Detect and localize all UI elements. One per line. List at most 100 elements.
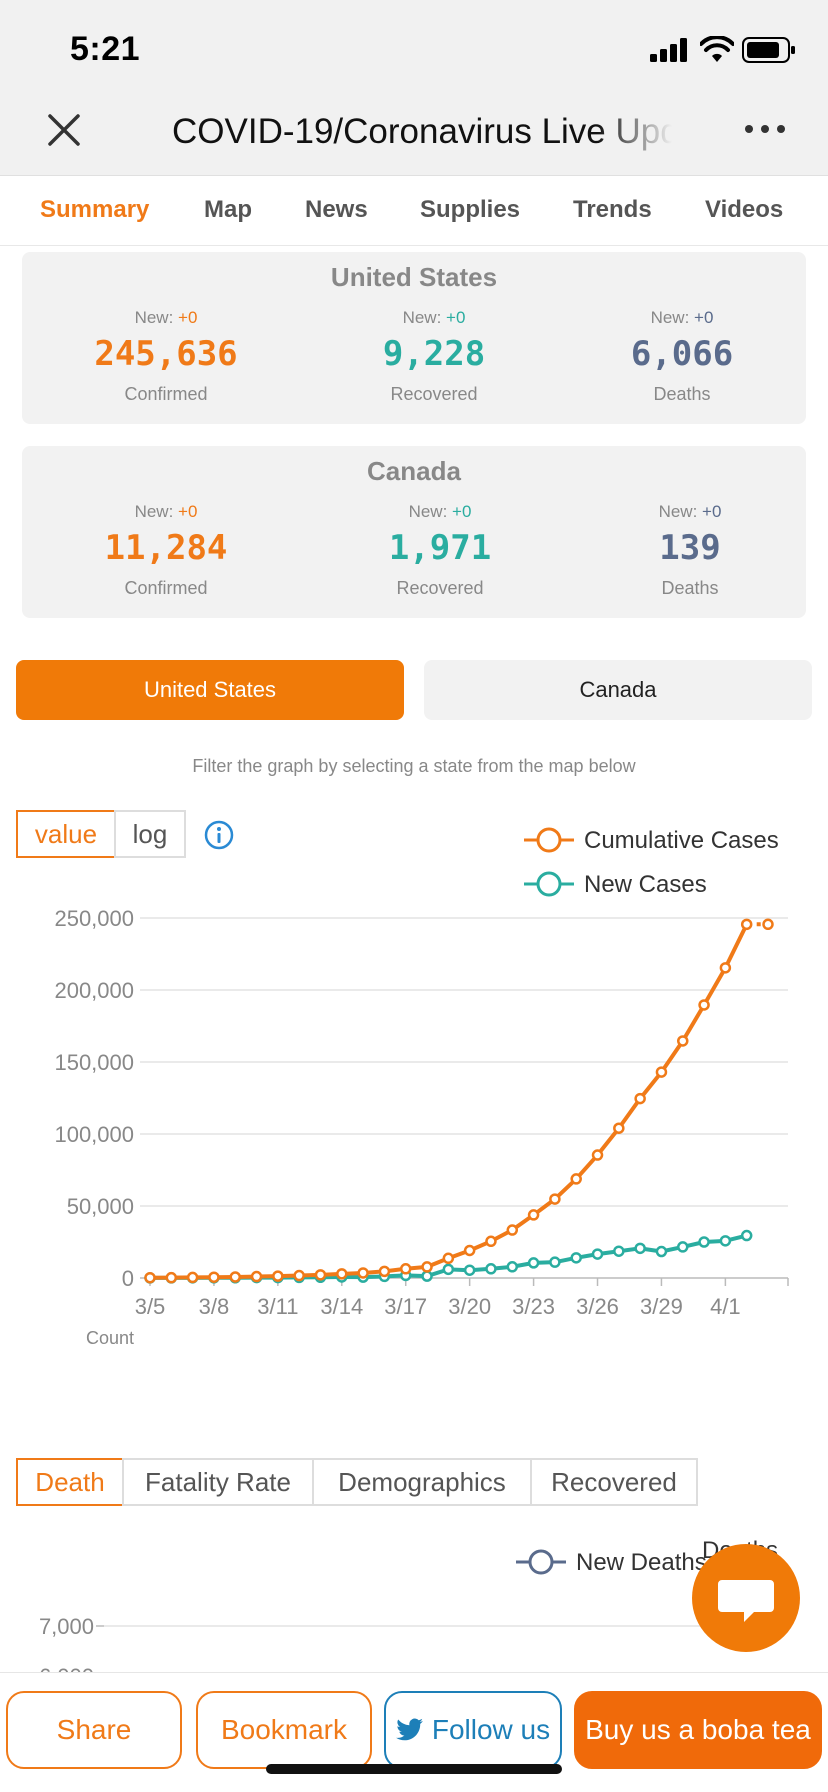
info-icon[interactable] — [204, 820, 234, 850]
filter-hint: Filter the graph by selecting a state fr… — [192, 756, 636, 776]
data-point — [357, 1267, 369, 1279]
follow-us-label: Follow us — [431, 1714, 551, 1745]
tab-map[interactable]: Map — [204, 196, 252, 223]
new-delta: +0 — [694, 308, 714, 327]
new-delta: +0 — [178, 308, 198, 327]
summary-card-us: United States New: +0 245,636 Confirmed … — [22, 252, 806, 424]
new-label: New: — [402, 308, 442, 327]
new-delta: +0 — [178, 502, 198, 521]
data-point — [591, 1149, 604, 1161]
data-point — [762, 918, 774, 931]
chat-icon — [718, 1580, 774, 1622]
data-point — [655, 1066, 668, 1078]
data-point — [570, 1252, 582, 1264]
log-scale-button[interactable]: log — [114, 810, 186, 858]
data-point — [740, 918, 753, 931]
data-point — [570, 1173, 582, 1185]
tab-fatality-rate[interactable]: Fatality Rate — [122, 1458, 314, 1506]
x-tick-label: 3/17 — [384, 1294, 427, 1319]
data-point — [399, 1263, 412, 1275]
stat-label: Confirmed — [124, 384, 208, 404]
x-tick-label: 3/11 — [257, 1294, 298, 1319]
data-point — [698, 999, 710, 1011]
data-point — [613, 1122, 625, 1134]
data-point — [506, 1224, 519, 1236]
data-point — [421, 1270, 433, 1282]
tab-death[interactable]: Death — [16, 1458, 124, 1506]
main-tabs: Summary Map News Supplies Trends Videos — [0, 176, 828, 246]
data-point — [165, 1271, 178, 1284]
close-icon[interactable] — [46, 112, 82, 148]
share-button[interactable]: Share — [6, 1691, 182, 1769]
data-point — [463, 1244, 476, 1257]
data-point — [442, 1263, 455, 1276]
new-label: New: — [134, 502, 174, 521]
data-point — [485, 1263, 497, 1275]
data-point — [634, 1092, 646, 1105]
data-point — [272, 1270, 284, 1282]
wifi-icon — [700, 36, 734, 62]
data-point — [698, 1236, 710, 1248]
page-title: COVID-19/Coronavirus Live Updates — [172, 112, 672, 151]
legend-marker — [536, 827, 562, 853]
data-point — [485, 1235, 497, 1248]
x-tick-label: 3/23 — [512, 1294, 555, 1319]
y-tick-label: 250,000 — [54, 906, 134, 931]
home-indicator — [266, 1764, 562, 1774]
canada-button[interactable]: Canada — [424, 660, 812, 720]
stat-value: 6,066 — [630, 334, 734, 374]
data-point — [527, 1257, 540, 1269]
tab-summary[interactable]: Summary — [40, 196, 150, 223]
x-tick-label: 4/1 — [710, 1294, 741, 1319]
stat-deaths: New: +0 6,066 Deaths — [562, 308, 802, 405]
bottom-action-bar: Share Bookmark Follow us Buy us a boba t… — [0, 1672, 828, 1792]
new-label: New: — [650, 308, 690, 327]
y-tick-label: 0 — [122, 1266, 134, 1291]
data-point — [314, 1269, 327, 1281]
data-point — [442, 1252, 455, 1265]
data-point — [378, 1265, 391, 1278]
data-point — [421, 1261, 433, 1273]
united-states-button[interactable]: United States — [16, 660, 404, 720]
y-axis-unit-label: Count — [86, 1328, 134, 1348]
twitter-icon — [395, 1718, 423, 1741]
status-time: 5:21 — [70, 30, 141, 68]
data-point — [549, 1193, 561, 1205]
app-header: COVID-19/Coronavirus Live Updates — [0, 90, 828, 176]
y-tick-label: 200,000 — [54, 978, 134, 1003]
y-tick-label: 7,000 — [39, 1614, 94, 1639]
tab-supplies[interactable]: Supplies — [420, 196, 521, 223]
stat-recovered: New: +0 9,228 Recovered — [314, 308, 554, 405]
stat-label: Deaths — [653, 384, 711, 404]
chat-button[interactable] — [692, 1544, 800, 1652]
data-point — [740, 1229, 753, 1242]
card-country-name: Canada — [367, 456, 461, 486]
data-point — [591, 1248, 604, 1260]
y-tick-label: 100,000 — [54, 1122, 134, 1147]
tab-recovered[interactable]: Recovered — [530, 1458, 698, 1506]
tab-videos[interactable]: Videos — [705, 196, 784, 223]
new-delta: +0 — [702, 502, 722, 521]
tab-demographics[interactable]: Demographics — [312, 1458, 532, 1506]
data-point — [677, 1035, 689, 1047]
series-line — [149, 923, 749, 1280]
follow-us-button[interactable]: Follow us — [384, 1691, 562, 1769]
x-tick-label: 3/14 — [320, 1294, 363, 1319]
legend-label: New Deaths — [576, 1549, 707, 1576]
stat-label: Deaths — [661, 578, 719, 598]
tab-news[interactable]: News — [305, 196, 368, 223]
data-point — [229, 1271, 241, 1283]
data-point — [549, 1256, 561, 1268]
x-tick-label: 3/8 — [199, 1294, 230, 1319]
value-scale-button[interactable]: value — [16, 810, 116, 858]
tab-trends[interactable]: Trends — [573, 196, 652, 223]
stat-label: Recovered — [390, 384, 478, 404]
buy-boba-tea-button[interactable]: Buy us a boba tea — [574, 1691, 822, 1769]
data-point — [527, 1209, 540, 1221]
x-tick-label: 3/29 — [640, 1294, 683, 1319]
data-point — [634, 1242, 646, 1255]
stat-value: 245,636 — [94, 334, 238, 374]
bookmark-button[interactable]: Bookmark — [196, 1691, 372, 1769]
more-icon[interactable] — [744, 116, 786, 142]
stat-value: 1,971 — [388, 528, 492, 568]
